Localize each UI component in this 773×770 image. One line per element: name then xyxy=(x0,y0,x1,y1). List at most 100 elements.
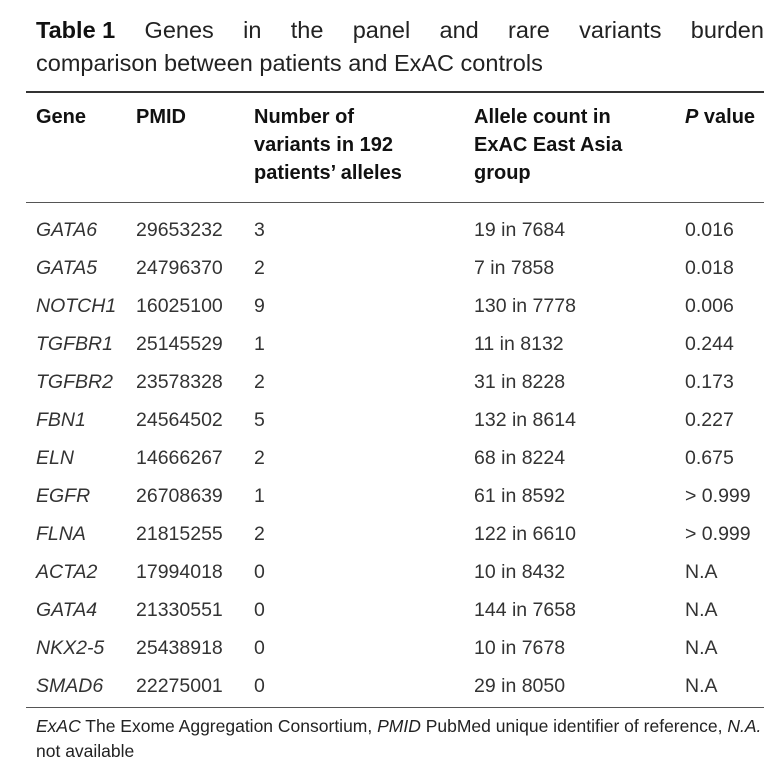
pmid-cell: 25438918 xyxy=(136,637,223,659)
pmid-cell: 22275001 xyxy=(136,675,223,697)
gene-cell: ELN xyxy=(36,447,74,469)
table-row: FLNA 21815255 2 122 in 6610 > 0.999 xyxy=(0,515,773,553)
footnote-text: PubMed unique identifier of reference, xyxy=(420,716,728,736)
gene-cell: EGFR xyxy=(36,485,91,507)
table-row: TGFBR2 23578328 2 31 in 8228 0.173 xyxy=(0,363,773,401)
header-variants-line: Number of xyxy=(254,106,354,128)
header-variants: Number of variants in 192 patients’ alle… xyxy=(254,103,402,187)
table-row: GATA6 29653232 3 19 in 7684 0.016 xyxy=(0,211,773,249)
allele-cell: 10 in 7678 xyxy=(474,637,566,659)
header-allele-line: group xyxy=(474,162,531,184)
variants-cell: 1 xyxy=(254,333,265,355)
gene-cell: FBN1 xyxy=(36,409,86,431)
header-gene: Gene xyxy=(36,106,87,128)
gene-cell: GATA6 xyxy=(36,219,98,241)
bottom-rule xyxy=(26,707,764,708)
p-value-cell: 0.244 xyxy=(685,333,734,355)
caption-line-2: comparison between patients and ExAC con… xyxy=(36,50,543,76)
p-value-cell: 0.173 xyxy=(685,371,734,393)
pmid-cell: 25145529 xyxy=(136,333,223,355)
header-variants-line: patients’ alleles xyxy=(254,162,402,184)
p-value-cell: 0.006 xyxy=(685,295,734,317)
pmid-cell: 26708639 xyxy=(136,485,223,507)
allele-cell: 68 in 8224 xyxy=(474,447,566,469)
footnote-abbrev: ExAC xyxy=(36,716,81,736)
gene-cell: ACTA2 xyxy=(36,561,98,583)
variants-cell: 2 xyxy=(254,447,265,469)
variants-cell: 0 xyxy=(254,599,265,621)
caption-word: Genes xyxy=(144,17,214,43)
pmid-cell: 24564502 xyxy=(136,409,223,431)
pmid-cell: 24796370 xyxy=(136,257,223,279)
pmid-cell: 29653232 xyxy=(136,219,223,241)
header-p-value: P value xyxy=(685,103,755,131)
header-p-letter: P xyxy=(685,106,699,128)
pmid-cell: 17994018 xyxy=(136,561,223,583)
caption-word: rare xyxy=(508,17,550,43)
table-row: NOTCH1 16025100 9 130 in 7778 0.006 xyxy=(0,287,773,325)
allele-cell: 132 in 8614 xyxy=(474,409,576,431)
variants-cell: 2 xyxy=(254,523,265,545)
footnote-text: The Exome Aggregation Consortium, xyxy=(80,716,378,736)
top-rule xyxy=(26,91,764,93)
table-row: EGFR 26708639 1 61 in 8592 > 0.999 xyxy=(0,477,773,515)
gene-cell: FLNA xyxy=(36,523,86,545)
allele-cell: 130 in 7778 xyxy=(474,295,576,317)
allele-cell: 19 in 7684 xyxy=(474,219,566,241)
allele-cell: 7 in 7858 xyxy=(474,257,555,279)
table-row: ACTA2 17994018 0 10 in 8432 N.A xyxy=(0,553,773,591)
variants-cell: 1 xyxy=(254,485,265,507)
allele-cell: 29 in 8050 xyxy=(474,675,566,697)
variants-cell: 3 xyxy=(254,219,265,241)
footnote-text: not available xyxy=(36,741,135,761)
p-value-cell: > 0.999 xyxy=(685,485,751,507)
header-variants-line: variants in 192 xyxy=(254,134,393,156)
header-pmid: PMID xyxy=(136,106,186,128)
caption-word: and xyxy=(439,17,479,43)
allele-cell: 11 in 8132 xyxy=(474,333,564,355)
gene-cell: TGFBR2 xyxy=(36,371,113,393)
allele-cell: 122 in 6610 xyxy=(474,523,576,545)
p-value-cell: 0.018 xyxy=(685,257,734,279)
gene-cell: GATA4 xyxy=(36,599,98,621)
gene-cell: SMAD6 xyxy=(36,675,104,697)
p-value-cell: > 0.999 xyxy=(685,523,751,545)
caption-word: panel xyxy=(352,17,411,43)
variants-cell: 2 xyxy=(254,371,265,393)
variants-cell: 2 xyxy=(254,257,265,279)
p-value-cell: 0.227 xyxy=(685,409,734,431)
caption-word: the xyxy=(290,17,324,43)
table-row: NKX2-5 25438918 0 10 in 7678 N.A xyxy=(0,629,773,667)
caption-line-1: Table 1 Genes in the panel and rare vari… xyxy=(36,14,764,47)
variants-cell: 0 xyxy=(254,675,265,697)
variants-cell: 0 xyxy=(254,637,265,659)
caption-word: in xyxy=(243,17,262,43)
table-row: GATA4 21330551 0 144 in 7658 N.A xyxy=(0,591,773,629)
caption-word: burden xyxy=(690,17,764,43)
p-value-cell: N.A xyxy=(685,675,718,697)
p-value-cell: N.A xyxy=(685,637,718,659)
pmid-cell: 16025100 xyxy=(136,295,223,317)
gene-cell: NOTCH1 xyxy=(36,295,117,317)
table-row: GATA5 24796370 2 7 in 7858 0.018 xyxy=(0,249,773,287)
header-allele-count: Allele count in ExAC East Asia group xyxy=(474,103,622,187)
header-rule xyxy=(26,202,764,203)
allele-cell: 31 in 8228 xyxy=(474,371,566,393)
table-row: TGFBR1 25145529 1 11 in 8132 0.244 xyxy=(0,325,773,363)
variants-cell: 0 xyxy=(254,561,265,583)
variants-cell: 5 xyxy=(254,409,265,431)
gene-cell: TGFBR1 xyxy=(36,333,113,355)
table-row: ELN 14666267 2 68 in 8224 0.675 xyxy=(0,439,773,477)
p-value-cell: 0.016 xyxy=(685,219,734,241)
pmid-cell: 14666267 xyxy=(136,447,223,469)
allele-cell: 144 in 7658 xyxy=(474,599,576,621)
table-caption: Table 1 Genes in the panel and rare vari… xyxy=(36,14,764,80)
header-allele-line: Allele count in xyxy=(474,106,611,128)
p-value-cell: N.A xyxy=(685,561,718,583)
table-row: SMAD6 22275001 0 29 in 8050 N.A xyxy=(0,667,773,705)
header-p-suffix: value xyxy=(698,106,756,128)
p-value-cell: 0.675 xyxy=(685,447,734,469)
caption-word: variants xyxy=(579,17,662,43)
gene-cell: NKX2-5 xyxy=(36,637,105,659)
footnote-abbrev: N.A. xyxy=(727,716,762,736)
